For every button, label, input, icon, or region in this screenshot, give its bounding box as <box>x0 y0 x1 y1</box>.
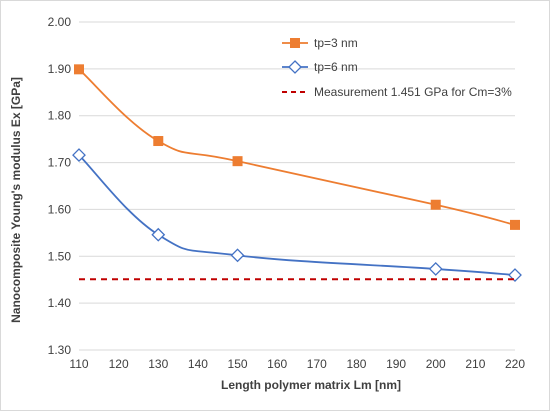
x-tick-label: 150 <box>228 357 248 371</box>
y-tick-label: 1.40 <box>48 296 72 310</box>
gridlines <box>79 21 515 351</box>
series-line-1 <box>78 68 516 226</box>
x-axis-ticks: 110 120 130 140 150 160 170 180 190 200 210 220 <box>69 357 525 371</box>
x-tick-label: 130 <box>148 357 168 371</box>
data-point-series-1 <box>153 136 164 147</box>
y-tick-label: 1.60 <box>48 202 72 216</box>
data-point-series-2 <box>428 262 443 276</box>
y-tick-label: 2.00 <box>48 15 72 29</box>
x-axis-title: Length polymer matrix Lm [nm] <box>221 378 401 392</box>
x-tick-label: 110 <box>69 357 88 371</box>
x-tick-label: 140 <box>188 357 208 371</box>
x-tick-label: 210 <box>465 357 485 371</box>
data-point-series-2 <box>151 227 166 242</box>
x-tick-label: 170 <box>307 357 327 371</box>
x-tick-label: 200 <box>426 357 446 371</box>
y-tick-label: 1.90 <box>48 62 72 76</box>
y-axis-ticks: 1.30 1.40 1.50 1.60 1.70 1.80 1.90 2.00 <box>48 15 72 357</box>
x-tick-label: 190 <box>386 357 406 371</box>
legend-label: tp=6 nm <box>314 60 358 74</box>
y-tick-label: 1.50 <box>48 249 72 263</box>
data-point-series-2 <box>508 268 522 282</box>
legend-marker <box>290 38 300 48</box>
data-point-series-1 <box>430 199 441 210</box>
series-layer <box>72 64 522 282</box>
data-point-series-2 <box>230 248 245 263</box>
x-tick-label: 160 <box>267 357 287 371</box>
legend: tp=3 nm tp=6 nm Measurement 1.451 GPa for … <box>282 36 512 99</box>
x-tick-label: 120 <box>109 357 129 371</box>
data-point-series-2 <box>72 148 86 162</box>
series-line-2 <box>78 154 516 276</box>
legend-marker <box>288 60 302 74</box>
legend-label: Measurement 1.451 GPa for Cm=3% <box>314 85 512 99</box>
y-axis-title: Nanocomposite Young's modulus Ex [GPa] <box>9 77 23 323</box>
y-tick-label: 1.80 <box>48 109 72 123</box>
x-tick-label: 180 <box>346 357 366 371</box>
x-tick-label: 220 <box>505 357 525 371</box>
legend-label: tp=3 nm <box>314 36 358 50</box>
data-point-series-1 <box>74 64 84 75</box>
data-point-series-1 <box>232 156 243 167</box>
y-tick-label: 1.30 <box>48 343 72 357</box>
data-point-series-1 <box>510 219 520 230</box>
y-tick-label: 1.70 <box>48 156 72 170</box>
